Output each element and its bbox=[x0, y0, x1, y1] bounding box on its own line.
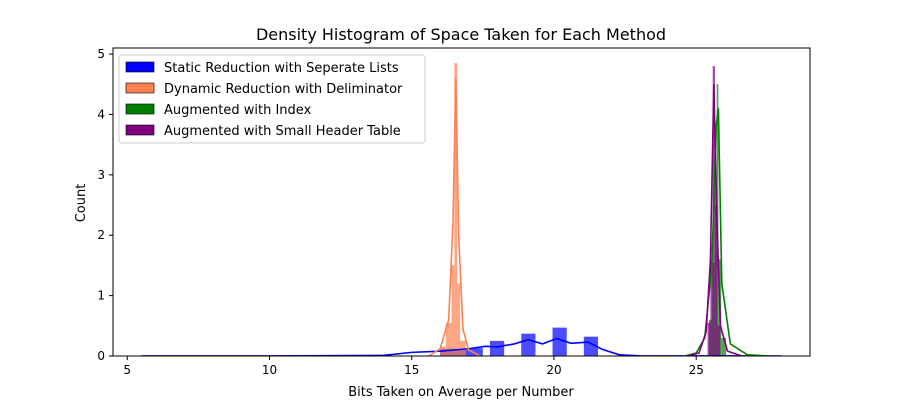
bars-layer bbox=[440, 63, 727, 356]
y-tick-label-1: 1 bbox=[97, 289, 105, 303]
legend-swatch-2 bbox=[125, 103, 155, 115]
bar-3-3 bbox=[714, 205, 718, 356]
bar-0-2 bbox=[468, 348, 483, 356]
bar-3-1 bbox=[710, 259, 713, 356]
kde-line-0 bbox=[141, 337, 782, 356]
bar-1-4 bbox=[457, 283, 461, 356]
bar-2-5 bbox=[721, 337, 727, 356]
kde-layer bbox=[141, 78, 782, 356]
x-axis-label: Bits Taken on Average per Number bbox=[348, 385, 574, 400]
y-tick-label-2: 2 bbox=[97, 228, 105, 242]
x-tick-label-1: 10 bbox=[262, 363, 277, 377]
x-tick-label-2: 15 bbox=[404, 363, 419, 377]
legend-swatch-1 bbox=[125, 82, 155, 94]
bar-0-4 bbox=[521, 333, 536, 356]
x-tick-label-4: 25 bbox=[689, 363, 704, 377]
plot-area bbox=[141, 63, 782, 356]
bar-3-0 bbox=[707, 322, 711, 356]
y-tick-label-5: 5 bbox=[97, 47, 105, 61]
kde-line-3 bbox=[687, 84, 742, 356]
legend: Static Reduction with Seperate Lists Dyna… bbox=[118, 54, 426, 144]
legend-frame bbox=[118, 54, 426, 144]
bar-1-2 bbox=[451, 265, 455, 356]
legend-label-3: Augmented with Small Header Table bbox=[164, 124, 401, 139]
y-tick-label-4: 4 bbox=[97, 107, 105, 121]
legend-label-2: Augmented with Index bbox=[164, 103, 312, 118]
y-axis-label: Count bbox=[74, 184, 89, 223]
bar-1-3 bbox=[454, 63, 458, 356]
kde-line-1 bbox=[428, 78, 481, 356]
legend-label-1: Dynamic Reduction with Deliminator bbox=[164, 82, 403, 97]
bar-3-4 bbox=[717, 325, 721, 356]
legend-label-0: Static Reduction with Seperate Lists bbox=[164, 61, 399, 76]
x-axis-ticks: 5 10 15 20 25 bbox=[123, 356, 704, 377]
y-axis-ticks: 0 1 2 3 4 5 bbox=[97, 47, 113, 363]
bar-0-3 bbox=[489, 340, 505, 356]
legend-swatch-0 bbox=[125, 61, 155, 73]
plot-frame bbox=[112, 47, 811, 357]
bar-1-1 bbox=[445, 322, 452, 356]
y-tick-label-3: 3 bbox=[97, 168, 105, 182]
legend-swatch-3 bbox=[125, 124, 155, 136]
x-tick-label-0: 5 bbox=[123, 363, 131, 377]
chart-title: Density Histogram of Space Taken for Eac… bbox=[256, 25, 666, 44]
kde-line-2 bbox=[684, 108, 768, 356]
y-tick-label-0: 0 bbox=[97, 349, 105, 363]
bar-0-5 bbox=[552, 327, 567, 356]
x-tick-label-3: 20 bbox=[546, 363, 561, 377]
